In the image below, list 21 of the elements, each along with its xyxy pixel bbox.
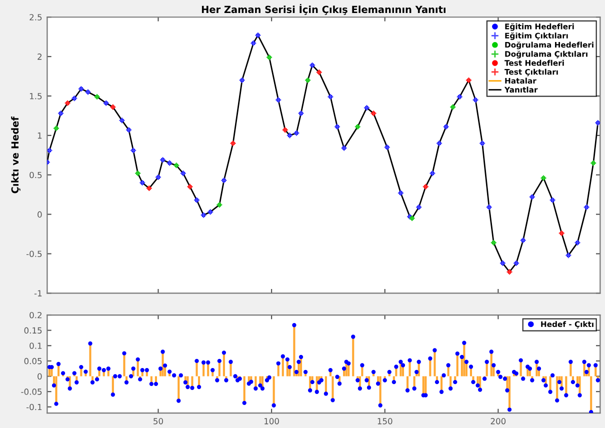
y-tick-label: 0.05 [24,358,42,364]
y-tick-label: 2 [38,54,42,60]
y-tick-label: 0 [38,211,42,218]
y-tick-label: 0.1 [30,342,42,349]
y-tick-label: 2.5 [30,14,42,20]
y-axis-title: Çıktı ve Hedef [11,116,20,194]
y-tick-label: 1 [38,132,42,139]
y-tick-label: -0.5 [26,250,42,258]
x-tick-label: 50 [154,418,163,424]
y-tick-label: -1 [34,290,42,296]
y-tick-label: -0.05 [21,388,42,395]
y-tick-label: 0.5 [30,172,42,178]
x-tick-label: 100 [264,418,279,424]
y-tick-label: 0.15 [24,327,42,334]
x-tick-label: 150 [378,418,392,424]
y-tick-label: -0.1 [26,404,42,410]
y-tick-label: 1.5 [30,93,42,100]
chart-title: Her Zaman Serisi İçin Çıkış Elemanının Yanıtı [202,4,446,15]
y-tick-label: 0.2 [30,312,42,318]
y-tick-label: 0 [38,373,42,380]
x-tick-label: 200 [490,418,506,424]
